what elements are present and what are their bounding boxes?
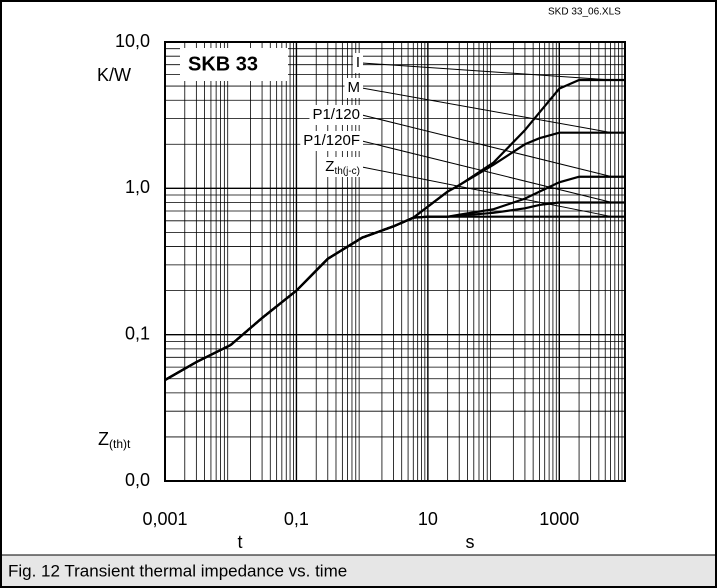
leader-line: [361, 114, 613, 178]
label-bg: [344, 78, 363, 98]
series-label-sub: th(j-c): [334, 166, 360, 177]
series-label: P1/120: [312, 106, 360, 123]
series-label: I: [356, 54, 360, 71]
y-unit: K/W: [97, 65, 131, 85]
y-tick-label: 0,0: [125, 470, 150, 490]
y-label-main: Z: [98, 429, 109, 449]
leader-line: [361, 166, 613, 218]
series-label: Zth(j-c): [325, 158, 360, 177]
series-label-main: Z: [325, 158, 334, 175]
plot: SKB 33 IM P1/120 P1/120F Zth(j-c): [164, 41, 626, 482]
file-label: SKD 33_06.XLS: [548, 7, 621, 18]
leader-line: [361, 62, 613, 81]
x-tick-label: 1000: [539, 509, 579, 529]
label-bg: [309, 105, 363, 125]
series-label: M: [348, 79, 361, 96]
series-line: [164, 215, 625, 381]
leader-line: [361, 87, 613, 134]
plot-border: [164, 41, 626, 482]
x-tick-label: 10: [418, 509, 438, 529]
leader-line: [361, 140, 613, 204]
title-box: [180, 48, 288, 81]
x-label: t: [237, 532, 242, 552]
caption: Fig. 12 Transient thermal impedance vs. …: [8, 561, 347, 580]
caption-band: [2, 555, 715, 586]
series-label: P1/120F: [303, 132, 360, 149]
y-label: Z(th)t: [98, 429, 131, 451]
x-unit: s: [466, 532, 475, 552]
chart-title: SKB 33: [188, 53, 258, 75]
label-bg: [300, 131, 363, 151]
x-tick-label: 0,1: [284, 509, 309, 529]
y-label-sub: (th)t: [109, 437, 131, 451]
y-tick-label: 10,0: [115, 31, 150, 51]
label-bg: [322, 157, 363, 177]
label-bg: [352, 53, 363, 73]
x-tick-label: 0,001: [142, 509, 187, 529]
y-tick-label: 1,0: [125, 177, 150, 197]
y-tick-label: 0,1: [125, 323, 150, 343]
